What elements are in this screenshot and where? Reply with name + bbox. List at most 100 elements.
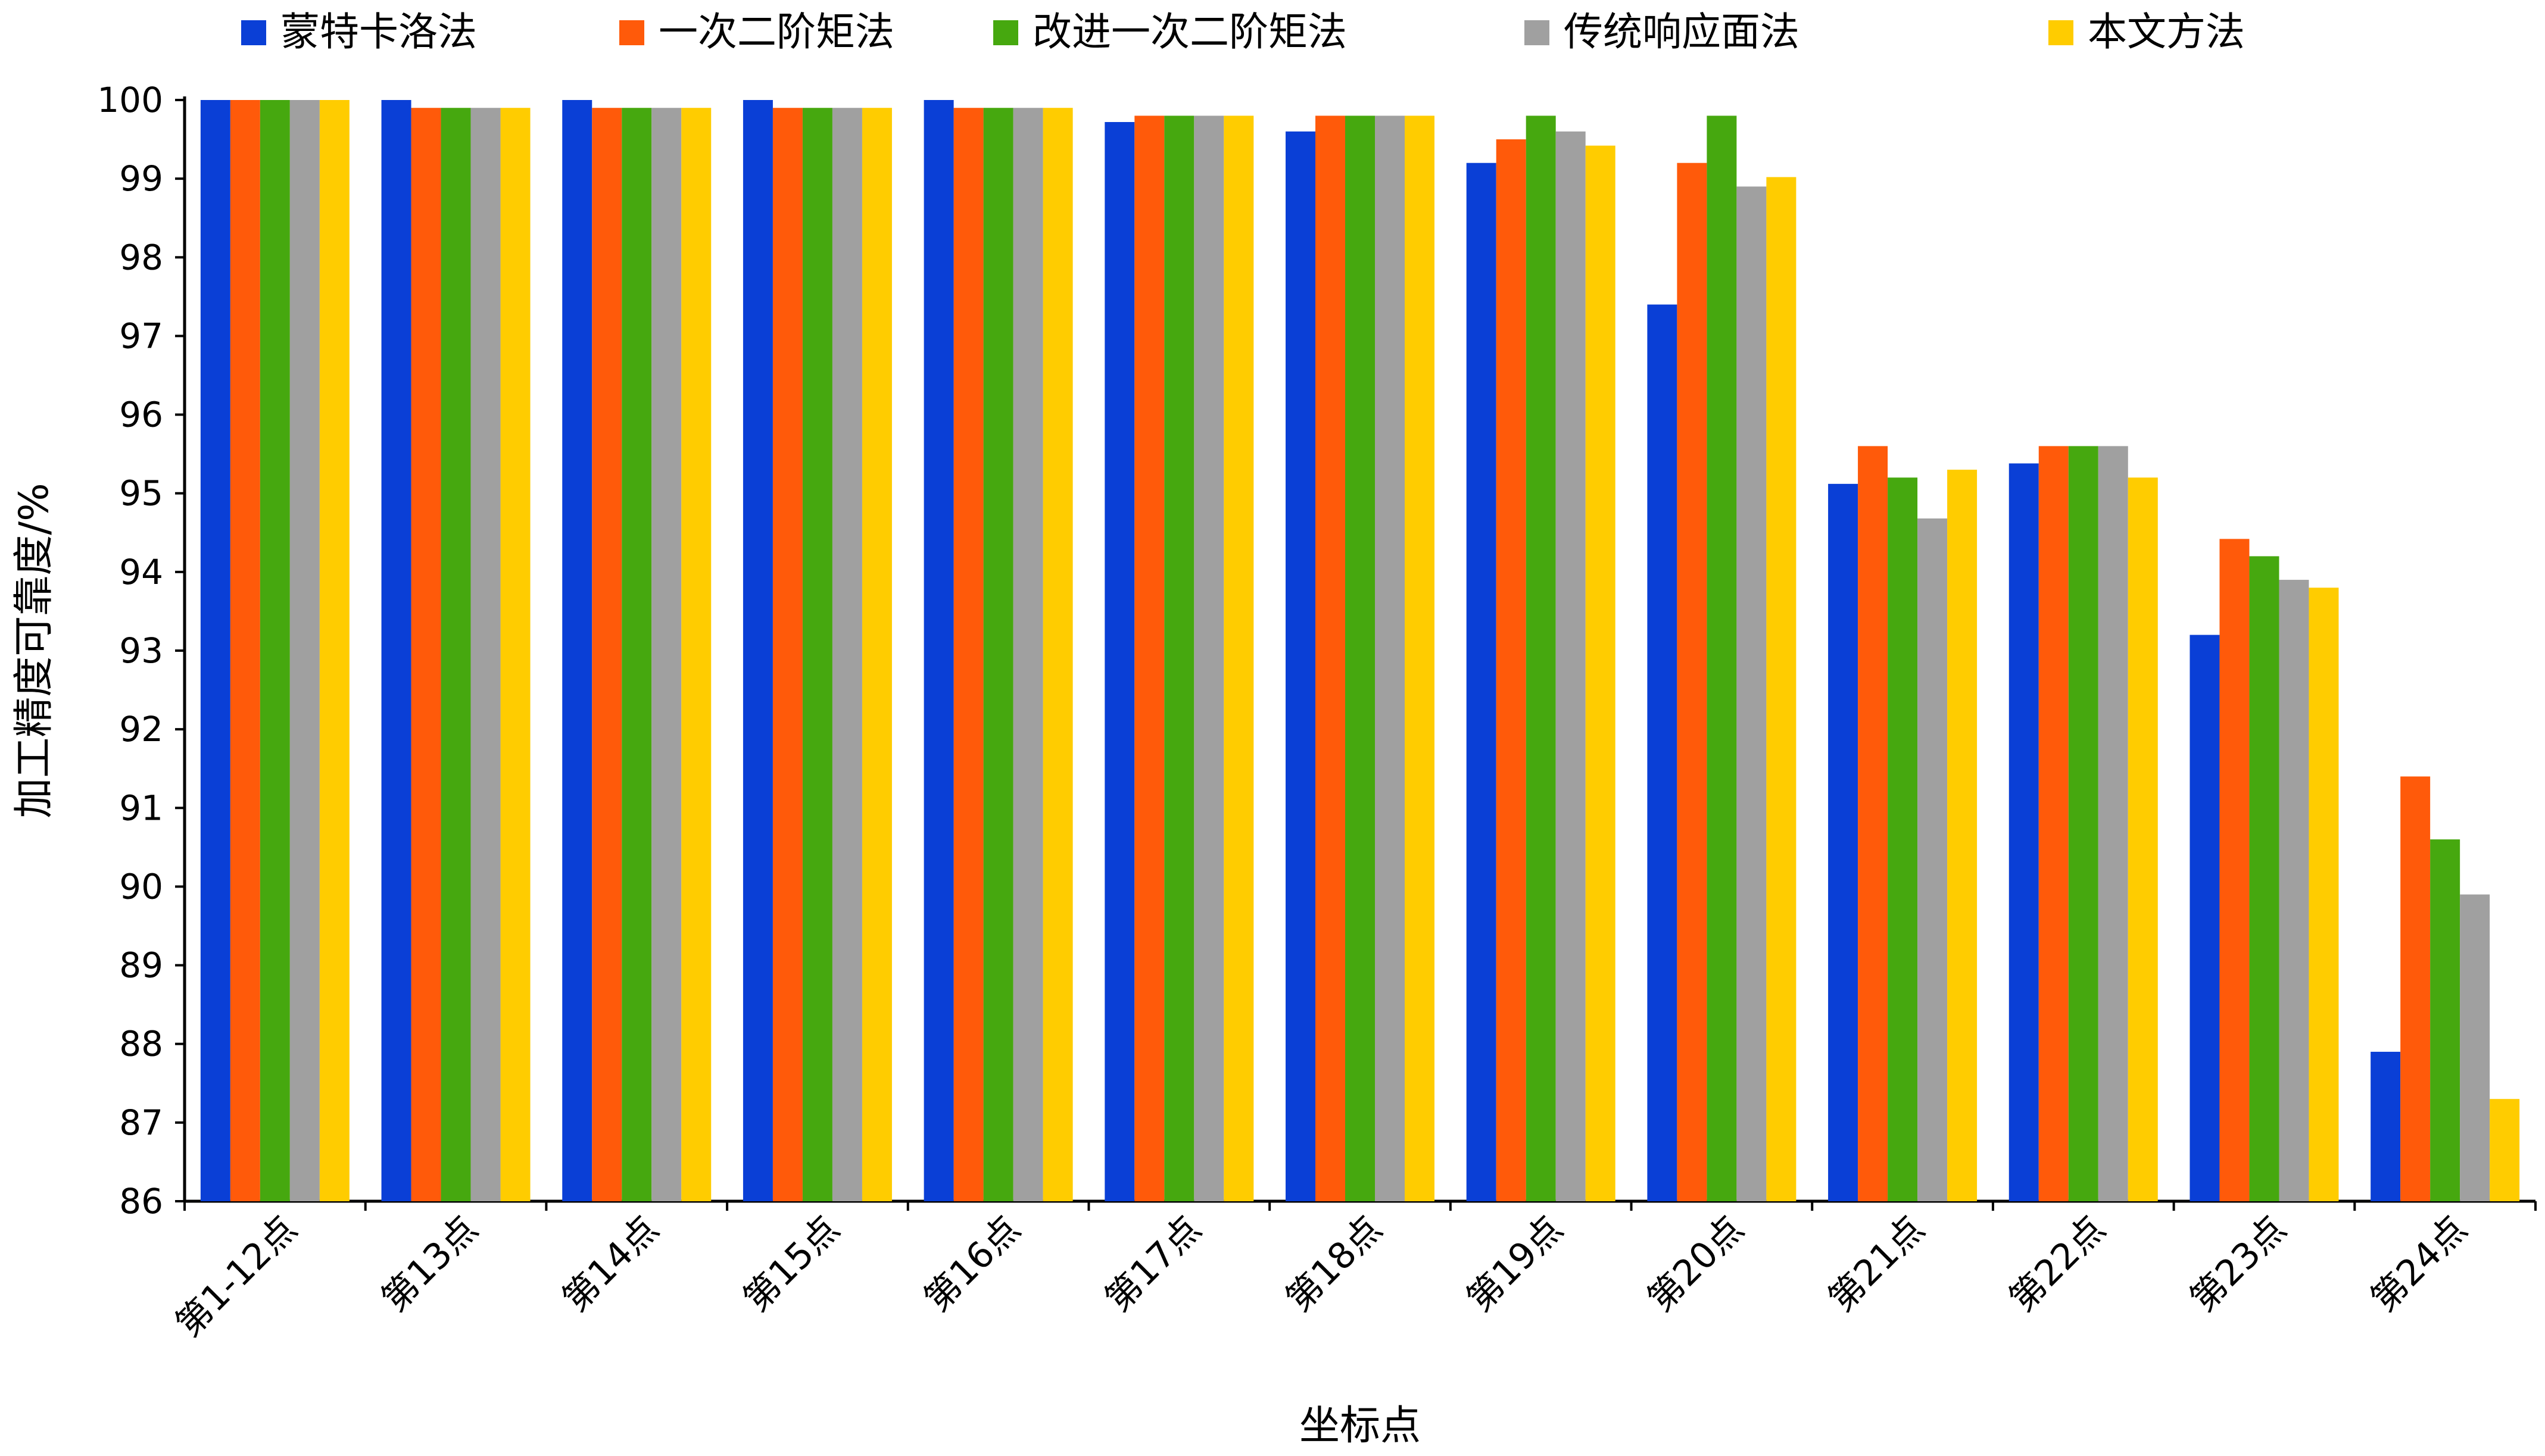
bar bbox=[1828, 483, 1858, 1201]
bar bbox=[1134, 115, 1165, 1201]
bar bbox=[470, 108, 501, 1202]
legend: 蒙特卡洛法 一次二阶矩法 改进一次二阶矩法 传统响应面法 本文方法 bbox=[241, 9, 2245, 55]
bar bbox=[2371, 1051, 2401, 1201]
x-tick-label: 第1-12点 bbox=[168, 1208, 305, 1345]
x-tick-label: 第16点 bbox=[916, 1208, 1028, 1320]
bar bbox=[1858, 446, 1888, 1201]
x-tick-label: 第20点 bbox=[1640, 1208, 1752, 1320]
bar bbox=[2430, 839, 2460, 1201]
legend-swatch bbox=[1524, 20, 1549, 45]
bar bbox=[1647, 304, 1677, 1202]
y-tick-label: 100 bbox=[97, 80, 163, 120]
bar bbox=[2128, 477, 2158, 1202]
y-tick-label: 87 bbox=[119, 1102, 163, 1143]
bar bbox=[319, 100, 350, 1201]
legend-swatch bbox=[241, 20, 266, 45]
x-tick-label: 第18点 bbox=[1278, 1208, 1390, 1320]
bar bbox=[230, 100, 260, 1201]
bar bbox=[381, 100, 411, 1201]
y-tick-label: 97 bbox=[119, 315, 163, 356]
bar bbox=[1917, 518, 1948, 1201]
bar bbox=[983, 108, 1013, 1202]
bars bbox=[200, 100, 2520, 1202]
x-tick-label: 第23点 bbox=[2182, 1208, 2294, 1320]
bar bbox=[411, 108, 441, 1202]
bar bbox=[1013, 108, 1043, 1202]
y-tick-label: 86 bbox=[119, 1181, 163, 1221]
bar bbox=[832, 108, 862, 1202]
bar bbox=[1345, 115, 1375, 1201]
bar bbox=[953, 108, 984, 1202]
legend-swatch bbox=[2048, 20, 2073, 45]
legend-label: 改进一次二阶矩法 bbox=[1033, 9, 1347, 55]
y-tick-label: 92 bbox=[119, 709, 163, 749]
bar bbox=[681, 108, 712, 1202]
bar bbox=[2309, 588, 2339, 1202]
bar bbox=[2490, 1099, 2520, 1201]
bar bbox=[622, 108, 652, 1202]
bar bbox=[1736, 186, 1767, 1201]
legend-label: 蒙特卡洛法 bbox=[280, 9, 477, 55]
bar bbox=[1707, 115, 1737, 1201]
bar bbox=[1224, 115, 1254, 1201]
bar bbox=[1888, 477, 1918, 1202]
y-tick-label: 89 bbox=[119, 945, 163, 986]
bar bbox=[562, 100, 592, 1201]
legend-swatch bbox=[619, 20, 644, 45]
bar bbox=[2098, 446, 2128, 1201]
bar bbox=[862, 108, 892, 1202]
x-tick-label: 第21点 bbox=[1820, 1208, 1932, 1320]
bar bbox=[2400, 776, 2431, 1201]
bar bbox=[1375, 115, 1405, 1201]
bar bbox=[1555, 131, 1586, 1201]
x-tick-label: 第14点 bbox=[554, 1208, 666, 1320]
x-tick-label: 第17点 bbox=[1097, 1208, 1209, 1320]
bar bbox=[802, 108, 832, 1202]
bar bbox=[2219, 539, 2250, 1201]
bar bbox=[2038, 446, 2069, 1201]
bar bbox=[500, 108, 531, 1202]
x-tick-label: 第24点 bbox=[2363, 1208, 2475, 1320]
legend-label: 传统响应面法 bbox=[1564, 9, 1799, 55]
x-tick-label: 第22点 bbox=[2001, 1208, 2113, 1320]
x-tick-label: 第15点 bbox=[735, 1208, 847, 1320]
bar bbox=[743, 100, 773, 1201]
bar bbox=[1766, 177, 1797, 1201]
bar bbox=[592, 108, 622, 1202]
bar bbox=[1286, 131, 1315, 1201]
bar bbox=[2068, 446, 2098, 1201]
bar bbox=[2008, 463, 2039, 1201]
bar bbox=[289, 100, 320, 1201]
bar bbox=[1947, 470, 1978, 1201]
legend-label: 一次二阶矩法 bbox=[659, 9, 894, 55]
bar bbox=[1677, 163, 1707, 1201]
bar bbox=[200, 100, 230, 1201]
bar bbox=[1496, 139, 1526, 1202]
bar bbox=[1164, 115, 1194, 1201]
legend-label: 本文方法 bbox=[2088, 9, 2245, 55]
bar bbox=[1585, 145, 1615, 1202]
y-axis-title: 加工精度可靠度/% bbox=[11, 483, 58, 818]
bar bbox=[2460, 894, 2490, 1201]
bar bbox=[260, 100, 290, 1201]
bar bbox=[651, 108, 682, 1202]
x-tick-label: 第19点 bbox=[1459, 1208, 1571, 1320]
bar bbox=[1526, 115, 1556, 1201]
bar bbox=[1315, 115, 1345, 1201]
bar bbox=[1043, 108, 1073, 1202]
bar bbox=[441, 108, 471, 1202]
bar bbox=[924, 100, 954, 1201]
legend-swatch bbox=[993, 20, 1018, 45]
y-tick-label: 95 bbox=[119, 473, 163, 514]
x-axis-title: 坐标点 bbox=[1299, 1402, 1421, 1449]
bar bbox=[2279, 580, 2309, 1201]
y-tick-label: 99 bbox=[119, 158, 163, 199]
y-tick-label: 93 bbox=[119, 630, 163, 671]
x-tick-label: 第13点 bbox=[374, 1208, 486, 1320]
bar bbox=[2190, 635, 2220, 1201]
bar bbox=[772, 108, 803, 1202]
y-tick-label: 88 bbox=[119, 1024, 163, 1064]
bar bbox=[1105, 122, 1135, 1201]
y-tick-label: 91 bbox=[119, 788, 163, 828]
